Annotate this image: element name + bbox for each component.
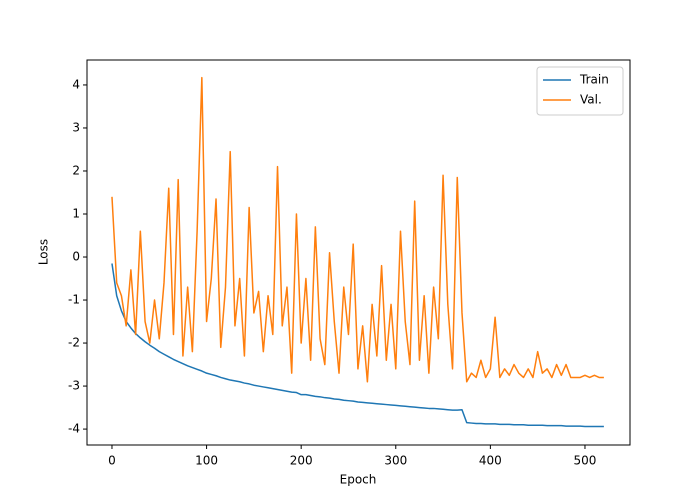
x-tick-label: 500 (574, 454, 597, 468)
y-tick-label: 1 (72, 207, 80, 221)
line-series (111, 76, 604, 383)
legend-label: Train (579, 73, 609, 87)
x-tick-label: 200 (290, 454, 313, 468)
x-axis-label: Epoch (340, 473, 377, 487)
plot-frame (86, 59, 631, 446)
legend-label: Val. (580, 93, 602, 107)
y-tick-label: 2 (72, 163, 80, 177)
y-tick-label: 0 (72, 250, 80, 264)
y-tick-label: 4 (72, 77, 80, 91)
legend-box (536, 66, 624, 116)
y-tick-label: 3 (72, 120, 80, 134)
y-tick-label: -2 (68, 336, 80, 350)
y-tick-label: -4 (68, 422, 80, 436)
y-axis-label: Loss (37, 239, 51, 265)
x-tick-label: 0 (108, 454, 116, 468)
y-tick-label: -3 (68, 379, 80, 393)
x-tick-label: 400 (479, 454, 502, 468)
y-tick-label: -1 (68, 293, 80, 307)
x-tick-label: 100 (195, 454, 218, 468)
line-series (111, 263, 604, 428)
x-tick-label: 300 (384, 454, 407, 468)
